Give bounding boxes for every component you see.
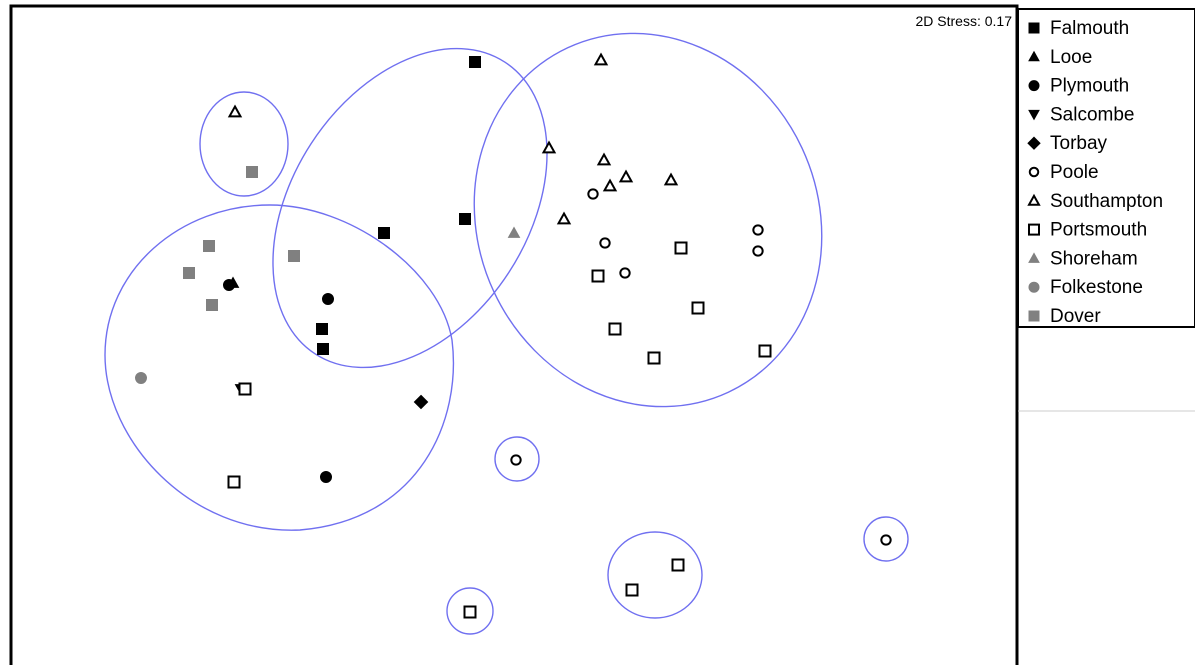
- legend-marker-salcombe: [1028, 109, 1040, 121]
- stress-label: 2D Stress: 0.17: [916, 13, 1013, 29]
- point-portsmouth: [625, 583, 639, 597]
- point-southampton: [556, 211, 572, 225]
- legend-label-portsmouth: Portsmouth: [1050, 220, 1147, 241]
- legend-label-shoreham: Shoreham: [1050, 248, 1138, 269]
- point-portsmouth: [608, 322, 622, 336]
- point-portsmouth: [591, 269, 605, 283]
- legend-box: [1017, 8, 1195, 328]
- cluster-ellipse: [272, 47, 548, 369]
- cluster-ellipse: [446, 587, 494, 635]
- point-dover: [246, 166, 258, 178]
- point-poole: [752, 224, 764, 236]
- point-poole: [619, 267, 631, 279]
- legend-marker-plymouth: [1028, 80, 1040, 92]
- point-poole: [510, 454, 522, 466]
- point-dover: [203, 240, 215, 252]
- cluster-ellipse: [473, 32, 823, 408]
- point-poole: [880, 534, 892, 546]
- legend-label-southampton: Southampton: [1050, 191, 1163, 212]
- cluster-ellipse: [607, 531, 703, 619]
- point-southampton: [593, 52, 609, 66]
- legend-label-looe: Looe: [1050, 47, 1092, 68]
- cluster-ellipses: [104, 32, 909, 635]
- legend-label-folkestone: Folkestone: [1050, 277, 1143, 298]
- point-southampton: [602, 178, 618, 192]
- point-plymouth: [320, 471, 332, 483]
- legend-marker-looe: [1028, 50, 1040, 62]
- cluster-ellipse: [863, 516, 909, 562]
- legend-marker-portsmouth: [1028, 223, 1040, 236]
- point-dover: [288, 250, 300, 262]
- legend-marker-dover: [1028, 310, 1040, 322]
- point-southampton: [227, 104, 243, 118]
- point-portsmouth: [674, 241, 688, 255]
- point-poole: [599, 237, 611, 249]
- plot-border: [9, 4, 1019, 665]
- legend-label-salcombe: Salcombe: [1050, 104, 1135, 125]
- data-points: [135, 52, 892, 619]
- point-portsmouth: [691, 301, 705, 315]
- point-poole: [752, 245, 764, 257]
- point-portsmouth: [758, 344, 772, 358]
- point-southampton: [541, 140, 557, 154]
- legend-label-falmouth: Falmouth: [1050, 18, 1129, 39]
- legend-marker-southampton: [1027, 193, 1041, 206]
- cluster-ellipse: [199, 91, 289, 197]
- point-portsmouth: [227, 475, 241, 489]
- legend-label-poole: Poole: [1050, 162, 1099, 183]
- cluster-ellipse: [494, 436, 540, 482]
- point-portsmouth: [671, 558, 685, 572]
- point-falmouth: [378, 227, 390, 239]
- point-plymouth: [223, 279, 235, 291]
- point-portsmouth: [647, 351, 661, 365]
- point-torbay: [413, 394, 429, 410]
- legend-marker-falmouth: [1028, 22, 1040, 34]
- point-dover: [183, 267, 195, 279]
- point-southampton: [663, 172, 679, 186]
- point-plymouth: [322, 293, 334, 305]
- point-southampton: [618, 169, 634, 183]
- legend-label-dover: Dover: [1050, 306, 1101, 327]
- point-southampton: [596, 152, 612, 166]
- legend-label-plymouth: Plymouth: [1050, 76, 1129, 97]
- legend-marker-poole: [1028, 166, 1040, 178]
- point-folkestone: [135, 372, 147, 384]
- cluster-ellipse: [104, 204, 455, 531]
- legend: Falmouth Looe Plymouth Salcombe Torbay Poole S…: [1027, 18, 1163, 327]
- point-shoreham: [507, 226, 521, 238]
- point-falmouth: [317, 343, 329, 355]
- point-dover: [206, 299, 218, 311]
- legend-marker-shoreham: [1028, 252, 1040, 263]
- legend-marker-folkestone: [1028, 281, 1040, 293]
- point-portsmouth: [463, 605, 477, 619]
- point-falmouth: [469, 56, 481, 68]
- point-falmouth: [316, 323, 328, 335]
- point-poole: [587, 188, 599, 200]
- legend-marker-torbay: [1027, 136, 1041, 150]
- point-falmouth: [459, 213, 471, 225]
- point-portsmouth: [238, 382, 252, 396]
- legend-label-torbay: Torbay: [1050, 133, 1108, 154]
